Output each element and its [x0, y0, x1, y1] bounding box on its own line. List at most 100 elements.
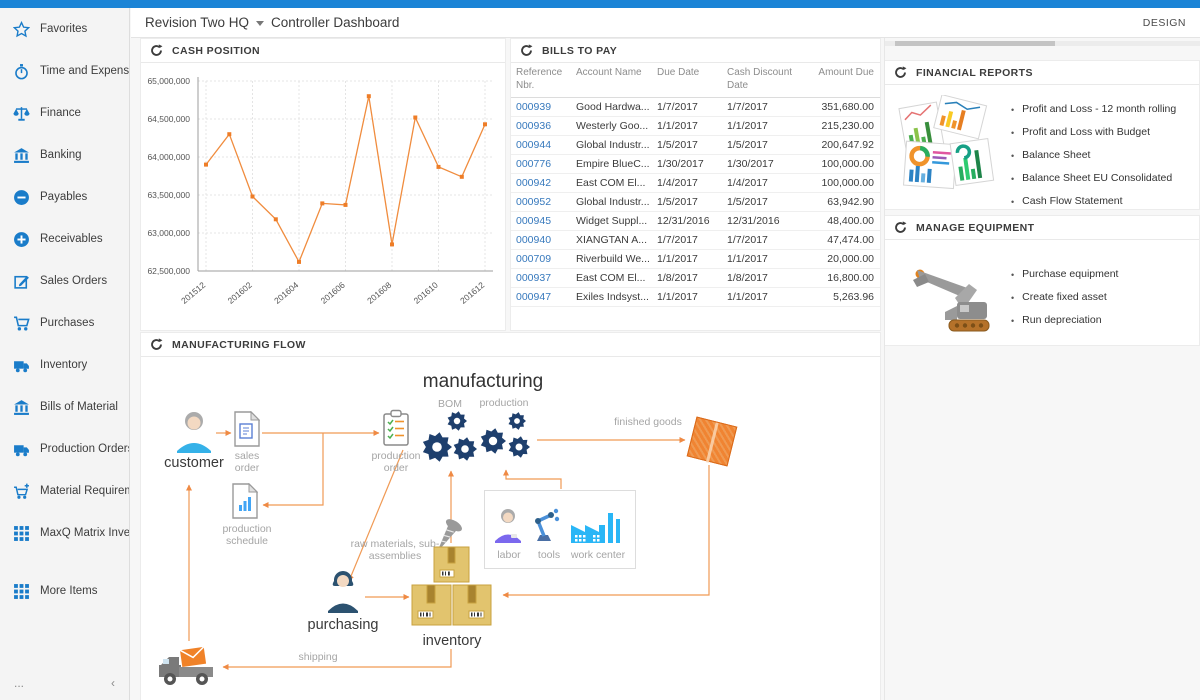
bill-cell: 1/7/2017 [652, 230, 722, 250]
sidebar-item-favorites[interactable]: Favorites [0, 8, 129, 50]
manage-equipment-widget: MANAGE EQUIPMENT Purchase equipment Creat… [885, 215, 1200, 346]
bank-icon [13, 147, 30, 164]
tools-robot-arm-icon [535, 508, 560, 541]
bill-cell: 1/1/2017 [722, 249, 802, 269]
tools-label: tools [537, 549, 561, 561]
bill-cell: Empire BlueC... [571, 154, 652, 174]
bill-cell: 1/1/2017 [722, 116, 802, 136]
sidebar-item-receivables[interactable]: Receivables [0, 218, 129, 260]
column-header-amount-due: Amount Due [802, 63, 880, 98]
company-selector[interactable]: Revision Two HQ [145, 15, 250, 30]
sidebar-item-label: More Items [40, 585, 98, 597]
sidebar-item-inventory[interactable]: Inventory [0, 344, 129, 386]
svg-text:201608: 201608 [365, 280, 393, 306]
bill-cell: 1/1/2017 [652, 287, 722, 307]
refresh-icon[interactable] [150, 44, 163, 57]
sidebar-item-payables[interactable]: Payables [0, 176, 129, 218]
bill-row: 000937 East COM El... 1/8/2017 1/8/2017 16,8… [511, 268, 880, 288]
stopwatch-icon [13, 63, 30, 80]
cart-icon [13, 315, 30, 332]
sidebar-item-maxq-matrix-invent[interactable]: MaxQ Matrix Invent... [0, 512, 129, 554]
bill-cell: 1/5/2017 [722, 135, 802, 155]
minus-circle-icon [13, 189, 30, 206]
sidebar-item-label: Time and Expenses [40, 65, 129, 77]
bill-row: 000942 East COM El... 1/4/2017 1/4/2017 100,… [511, 173, 880, 193]
refresh-icon[interactable] [894, 221, 907, 234]
report-link-profit-and-loss-12-month-rolling[interactable]: Profit and Loss - 12 month rolling [1011, 103, 1176, 117]
bill-reference-link[interactable]: 000940 [511, 230, 571, 250]
report-link-profit-and-loss-with-budget[interactable]: Profit and Loss with Budget [1011, 126, 1176, 140]
truck-icon [13, 441, 30, 458]
sidebar-collapse-button[interactable]: ‹ [111, 676, 115, 690]
bill-row: 000939 Good Hardwa... 1/7/2017 1/7/2017 351,… [511, 97, 880, 117]
svg-text:201512: 201512 [179, 280, 207, 306]
inventory-boxes-icon [411, 546, 492, 626]
widget-title: CASH POSITION [172, 44, 261, 57]
sidebar-item-production-orders[interactable]: Production Orders [0, 428, 129, 470]
sidebar-item-finance[interactable]: Finance [0, 92, 129, 134]
refresh-icon[interactable] [520, 44, 533, 57]
customer-icon [177, 412, 211, 453]
reports-collage-image [897, 94, 997, 218]
column-header-cash-discount-date: Cash Discount Date [722, 63, 802, 98]
equipment-link-run-depreciation[interactable]: Run depreciation [1011, 314, 1118, 328]
production-schedule-label: production schedule [222, 523, 272, 548]
bill-cell: 1/8/2017 [722, 268, 802, 288]
bill-row: 000947 Exiles Indsyst... 1/1/2017 1/1/2017 5… [511, 287, 880, 307]
bill-reference-link[interactable]: 000952 [511, 192, 571, 212]
bill-cell: 5,263.96 [802, 287, 880, 307]
refresh-icon[interactable] [894, 66, 907, 79]
production-order-label: production order [371, 450, 421, 475]
svg-text:201612: 201612 [458, 280, 486, 306]
bill-reference-link[interactable]: 000937 [511, 268, 571, 288]
sidebar-item-sales-orders[interactable]: Sales Orders [0, 260, 129, 302]
sidebar-item-label: Purchases [40, 317, 95, 329]
report-link-balance-sheet[interactable]: Balance Sheet [1011, 149, 1176, 163]
bill-reference-link[interactable]: 000944 [511, 135, 571, 155]
production-gears-icon [480, 412, 530, 458]
design-button[interactable]: DESIGN [1142, 16, 1186, 29]
bill-row: 000936 Westerly Goo... 1/1/2017 1/1/2017 215… [511, 116, 880, 136]
bill-reference-link[interactable]: 000709 [511, 249, 571, 269]
sidebar-item-more-items[interactable]: More Items [0, 570, 129, 612]
column-header-due-date: Due Date [652, 63, 722, 98]
bill-reference-link[interactable]: 000936 [511, 116, 571, 136]
sidebar-item-purchases[interactable]: Purchases [0, 302, 129, 344]
page-title: Controller Dashboard [271, 15, 400, 30]
horizontal-scrollbar [885, 41, 1200, 46]
bill-cell: 100,000.00 [802, 154, 880, 174]
grid-icon [13, 525, 30, 542]
widget-title: BILLS TO PAY [542, 44, 618, 57]
column-header-reference-nbr: Reference Nbr. [511, 63, 571, 98]
sidebar-item-material-requirem[interactable]: Material Requirem... [0, 470, 129, 512]
bill-reference-link[interactable]: 000776 [511, 154, 571, 174]
refresh-icon[interactable] [150, 338, 163, 351]
bill-reference-link[interactable]: 000945 [511, 211, 571, 231]
bill-reference-link[interactable]: 000939 [511, 97, 571, 117]
crane-image [897, 250, 997, 343]
bill-reference-link[interactable]: 000947 [511, 287, 571, 307]
report-link-balance-sheet-eu-consolidated[interactable]: Balance Sheet EU Consolidated [1011, 172, 1176, 186]
svg-text:201606: 201606 [319, 280, 347, 306]
sidebar-item-label: Payables [40, 191, 88, 203]
sidebar-item-label: MaxQ Matrix Invent... [40, 527, 129, 539]
work-center-label: work center [570, 549, 626, 561]
bill-cell: East COM El... [571, 268, 652, 288]
equipment-link-create-fixed-asset[interactable]: Create fixed asset [1011, 291, 1118, 305]
sidebar-more-ellipsis[interactable]: ... [14, 676, 25, 690]
equipment-link-purchase-equipment[interactable]: Purchase equipment [1011, 268, 1118, 282]
sidebar-item-label: Sales Orders [40, 275, 108, 287]
plus-circle-icon [13, 231, 30, 248]
sidebar-item-bills-of-material[interactable]: Bills of Material [0, 386, 129, 428]
report-link-cash-flow-statement[interactable]: Cash Flow Statement [1011, 195, 1176, 209]
bill-reference-link[interactable]: 000942 [511, 173, 571, 193]
sidebar-item-banking[interactable]: Banking [0, 134, 129, 176]
bill-cell: 1/1/2017 [652, 249, 722, 269]
widget-title: MANAGE EQUIPMENT [916, 221, 1035, 234]
horizontal-scrollbar-thumb[interactable] [895, 41, 1055, 46]
svg-text:62,500,000: 62,500,000 [147, 266, 190, 276]
sidebar-item-label: Production Orders [40, 443, 129, 455]
bill-row: 000945 Widget Suppl... 12/31/2016 12/31/201… [511, 211, 880, 231]
sidebar-item-time-and-expenses[interactable]: Time and Expenses [0, 50, 129, 92]
bill-cell: 1/7/2017 [652, 97, 722, 117]
